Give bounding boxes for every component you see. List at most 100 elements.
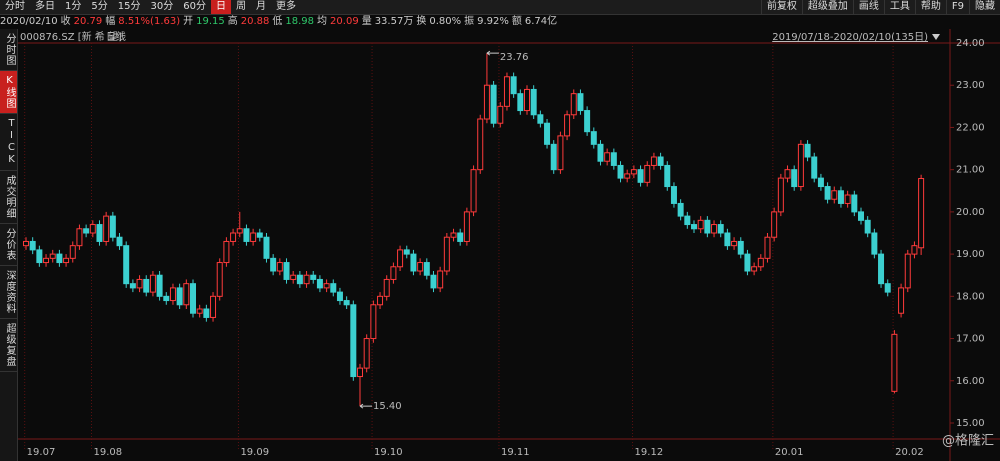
toolbar-button[interactable]: 画线 — [852, 0, 884, 14]
y-tick-label: 21.00 — [956, 165, 985, 176]
candle-body — [891, 333, 898, 392]
quote-label: 额 — [511, 16, 522, 27]
y-tick-label: 22.00 — [956, 122, 985, 133]
candle-body — [557, 135, 564, 171]
candle-body — [537, 114, 544, 124]
y-tick-label: 18.00 — [956, 291, 985, 302]
toolbar-button[interactable]: 分时 — [5, 1, 25, 12]
max-arrow — [486, 50, 499, 56]
quote-label: 2020/02/10 — [0, 16, 58, 27]
candle-body — [463, 211, 470, 242]
toolbar-button[interactable]: 日 — [210, 0, 231, 14]
candle-body — [76, 228, 83, 247]
candle-body — [430, 274, 437, 289]
candle-body — [590, 131, 597, 145]
min-label: 15.40 — [373, 401, 402, 412]
candle-body — [544, 122, 551, 145]
candle-body — [290, 274, 297, 280]
toolbar-button[interactable]: 隐藏 — [969, 0, 1000, 14]
candle-body — [737, 240, 744, 255]
toolbar-button[interactable]: 5分 — [91, 1, 108, 12]
sidebar-tab[interactable]: 成交明细 — [0, 171, 17, 224]
candle-body — [256, 232, 263, 238]
candle-body — [711, 224, 718, 234]
candle-body — [564, 114, 571, 137]
candle-body — [697, 219, 704, 230]
candle-body — [96, 224, 103, 242]
x-tick-label: 19.08 — [93, 447, 122, 458]
candle-body — [477, 118, 484, 171]
toolbar-button[interactable]: 1分 — [65, 1, 82, 12]
toolbar-button[interactable]: 月 — [255, 1, 266, 12]
sidebar-tab[interactable]: 深度资料 — [0, 266, 17, 319]
y-tick-label: 20.00 — [956, 207, 985, 218]
candle-body — [250, 232, 257, 242]
sidebar-tab[interactable]: 分价表 — [0, 224, 17, 266]
candle-body — [657, 156, 664, 166]
sidebar-tab[interactable]: 超级复盘 — [0, 319, 17, 372]
toolbar-button[interactable]: 周 — [235, 1, 246, 12]
candle-body — [103, 215, 110, 242]
candle-body — [163, 295, 170, 302]
candle-body — [911, 245, 918, 255]
candle-body — [149, 274, 156, 293]
toolbar-button[interactable]: F9 — [945, 0, 969, 14]
candle-body — [176, 287, 183, 306]
quote-value: 8.51%(1.63) — [118, 16, 181, 27]
candle-body — [210, 295, 217, 318]
toolbar-button[interactable]: 帮助 — [914, 0, 946, 14]
candle-body — [370, 304, 377, 340]
candle-body — [230, 232, 237, 242]
toolbar-button[interactable]: 更多 — [275, 1, 296, 12]
candle-body — [303, 274, 310, 285]
candle-body — [771, 211, 778, 238]
candle-body — [216, 262, 223, 297]
quote-value: 33.57万 — [374, 16, 414, 27]
candle-body — [503, 76, 510, 107]
sidebar-tab[interactable]: 分时图 — [0, 29, 17, 71]
quote-label: 低 — [272, 16, 283, 27]
candle-body — [129, 283, 136, 289]
toolbar-button[interactable]: 超级叠加 — [801, 0, 853, 14]
toolbar-button[interactable]: 工具 — [883, 0, 915, 14]
candle-body — [684, 215, 691, 226]
candle-body — [791, 169, 798, 188]
quote-value: 20.09 — [330, 16, 359, 27]
candle-body — [29, 240, 36, 251]
candle-body — [243, 228, 250, 242]
candle-body — [403, 249, 410, 255]
sidebar-tab[interactable]: TICK — [0, 114, 17, 171]
x-tick-label: 19.11 — [501, 447, 530, 458]
quote-value: 0.80% — [429, 16, 462, 27]
x-tick-label: 19.10 — [374, 447, 403, 458]
candle-body — [450, 232, 457, 238]
toolbar-button[interactable]: 多日 — [35, 1, 55, 12]
quote-value: 19.15 — [196, 16, 225, 27]
candle-body — [677, 202, 684, 217]
y-tick-label: 19.00 — [956, 249, 985, 260]
toolbar-button[interactable]: 前复权 — [760, 0, 802, 14]
candle-body — [858, 211, 864, 221]
candle-body — [190, 283, 196, 314]
quote-label: 开 — [183, 16, 194, 27]
candle-body — [470, 169, 477, 213]
candle-body — [23, 240, 29, 247]
candle-body — [330, 283, 337, 293]
y-tick-label: 16.00 — [956, 376, 985, 387]
chart-subtitle: 日线 — [106, 30, 126, 43]
max-label: 23.76 — [500, 52, 529, 63]
quote-label: 换 — [416, 16, 427, 27]
candle-body — [263, 236, 270, 259]
toolbar-button[interactable]: 60分 — [183, 1, 206, 12]
toolbar-button[interactable]: 30分 — [150, 1, 174, 12]
quote-label: 高 — [227, 16, 238, 27]
candle-body — [377, 295, 384, 306]
sidebar-tab[interactable]: K线图 — [0, 71, 17, 114]
watermark: @格隆汇 — [942, 433, 994, 449]
candle-body — [483, 84, 490, 120]
candle-body — [310, 274, 317, 280]
candle-body — [871, 232, 878, 255]
chart: 000876.SZ [新 希 望]日线 2019/07/18-2020/02/10… — [18, 29, 1000, 461]
toolbar-button[interactable]: 15分 — [117, 1, 141, 12]
x-tick-label: 19.09 — [240, 447, 269, 458]
